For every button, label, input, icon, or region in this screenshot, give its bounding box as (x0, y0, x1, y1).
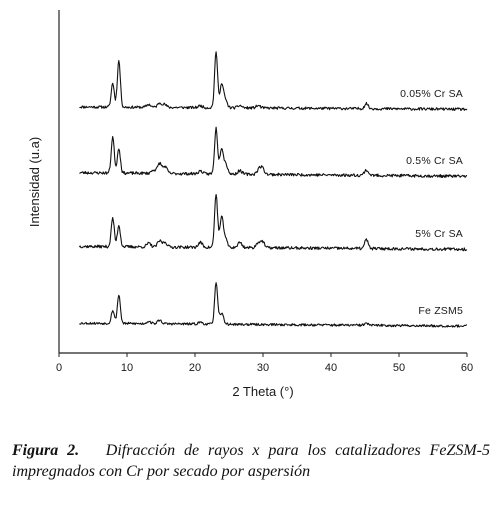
x-tick-label: 20 (189, 362, 201, 374)
series-layer: 0.05% Cr SA 0.5% Cr SA 5% Cr SA Fe ZSM5 (78, 51, 468, 328)
x-tick-label: 60 (461, 362, 473, 374)
x-tick-label: 30 (257, 362, 269, 374)
x-tick-label: 0 (56, 362, 62, 374)
x-axis-label: 2 Theta (°) (232, 384, 293, 399)
caption-text: Difracción de rayos x para los catalizad… (12, 442, 491, 480)
series-line (79, 51, 468, 111)
figure-caption: Figura 2. Difracción de rayos x para los… (12, 440, 490, 482)
series-label: 5% Cr SA (415, 228, 463, 240)
series-label: Fe ZSM5 (418, 305, 463, 317)
x-ticks: 0 10 20 30 40 50 60 (56, 353, 473, 374)
x-tick-label: 40 (325, 362, 337, 374)
series-label: 0.5% Cr SA (406, 155, 463, 167)
xrd-chart: 0 10 20 30 40 50 60 0.05% Cr SA 0.5% Cr SA 5% Cr… (27, 10, 473, 399)
x-tick-label: 50 (393, 362, 405, 374)
y-axis-label: Intensidad (u.a) (27, 137, 42, 227)
series-line (79, 282, 467, 328)
series-label: 0.05% Cr SA (400, 88, 463, 100)
x-tick-label: 10 (121, 362, 133, 374)
series-line (79, 126, 468, 179)
series-line (78, 193, 468, 252)
caption-lead: Figura 2. (12, 442, 80, 459)
